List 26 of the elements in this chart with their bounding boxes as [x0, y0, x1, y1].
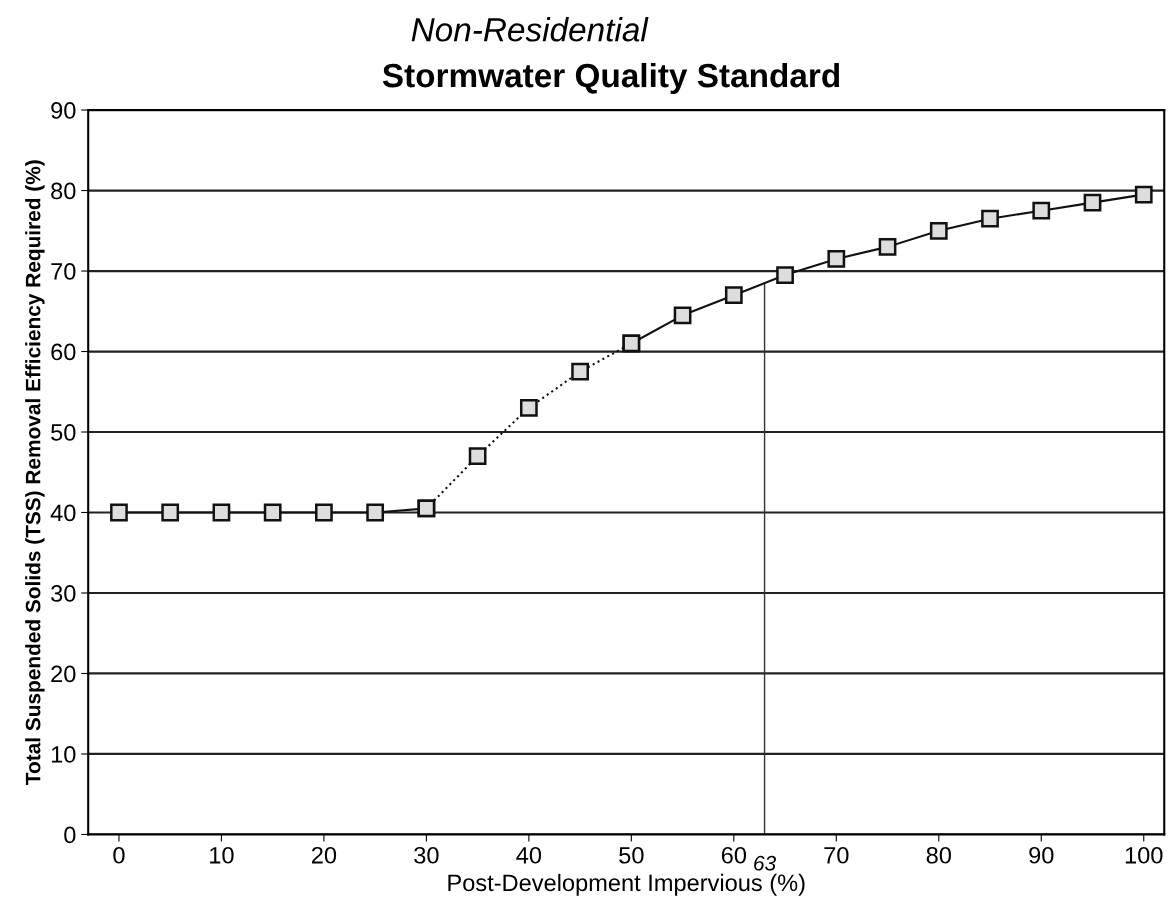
y-tick-label: 10 [51, 746, 76, 763]
x-tick-label: 80 [926, 846, 951, 864]
x-tick-label: 10 [210, 846, 234, 864]
y-tick-label: 60 [51, 343, 76, 361]
y-tick-label: 70 [51, 263, 76, 280]
x-tick-label: 100 [1125, 846, 1163, 864]
y-tick-label: 40 [50, 504, 76, 522]
x-tick-label: 0 [113, 846, 125, 864]
y-tick-label: 50 [51, 424, 76, 441]
x-tick-label: 20 [311, 846, 337, 864]
y-axis-title: Total Suspended Solids (TSS) Removal Efficiency Required (%) [25, 160, 45, 785]
y-tick-label: 0 [64, 826, 76, 844]
chart-title: Stormwater Quality Standard [382, 62, 840, 95]
chart-subtitle: Non-Residential [411, 17, 649, 42]
y-tick-label: 80 [51, 182, 76, 200]
x-tick-label: 30 [414, 846, 439, 864]
x-tick-label: 50 [619, 846, 644, 864]
x-tick-label: 60 [721, 846, 747, 864]
y-tick-label: 90 [51, 102, 76, 119]
x-axis-title: Post-Development Impervious (%) [448, 873, 805, 896]
y-tick-label: 30 [51, 585, 76, 602]
y-tick-label: 20 [51, 665, 76, 683]
ref-line-label: 63 [754, 855, 776, 871]
x-tick-label: 90 [1029, 846, 1054, 864]
x-tick-label: 40 [516, 846, 542, 864]
x-tick-label: 70 [824, 846, 849, 864]
